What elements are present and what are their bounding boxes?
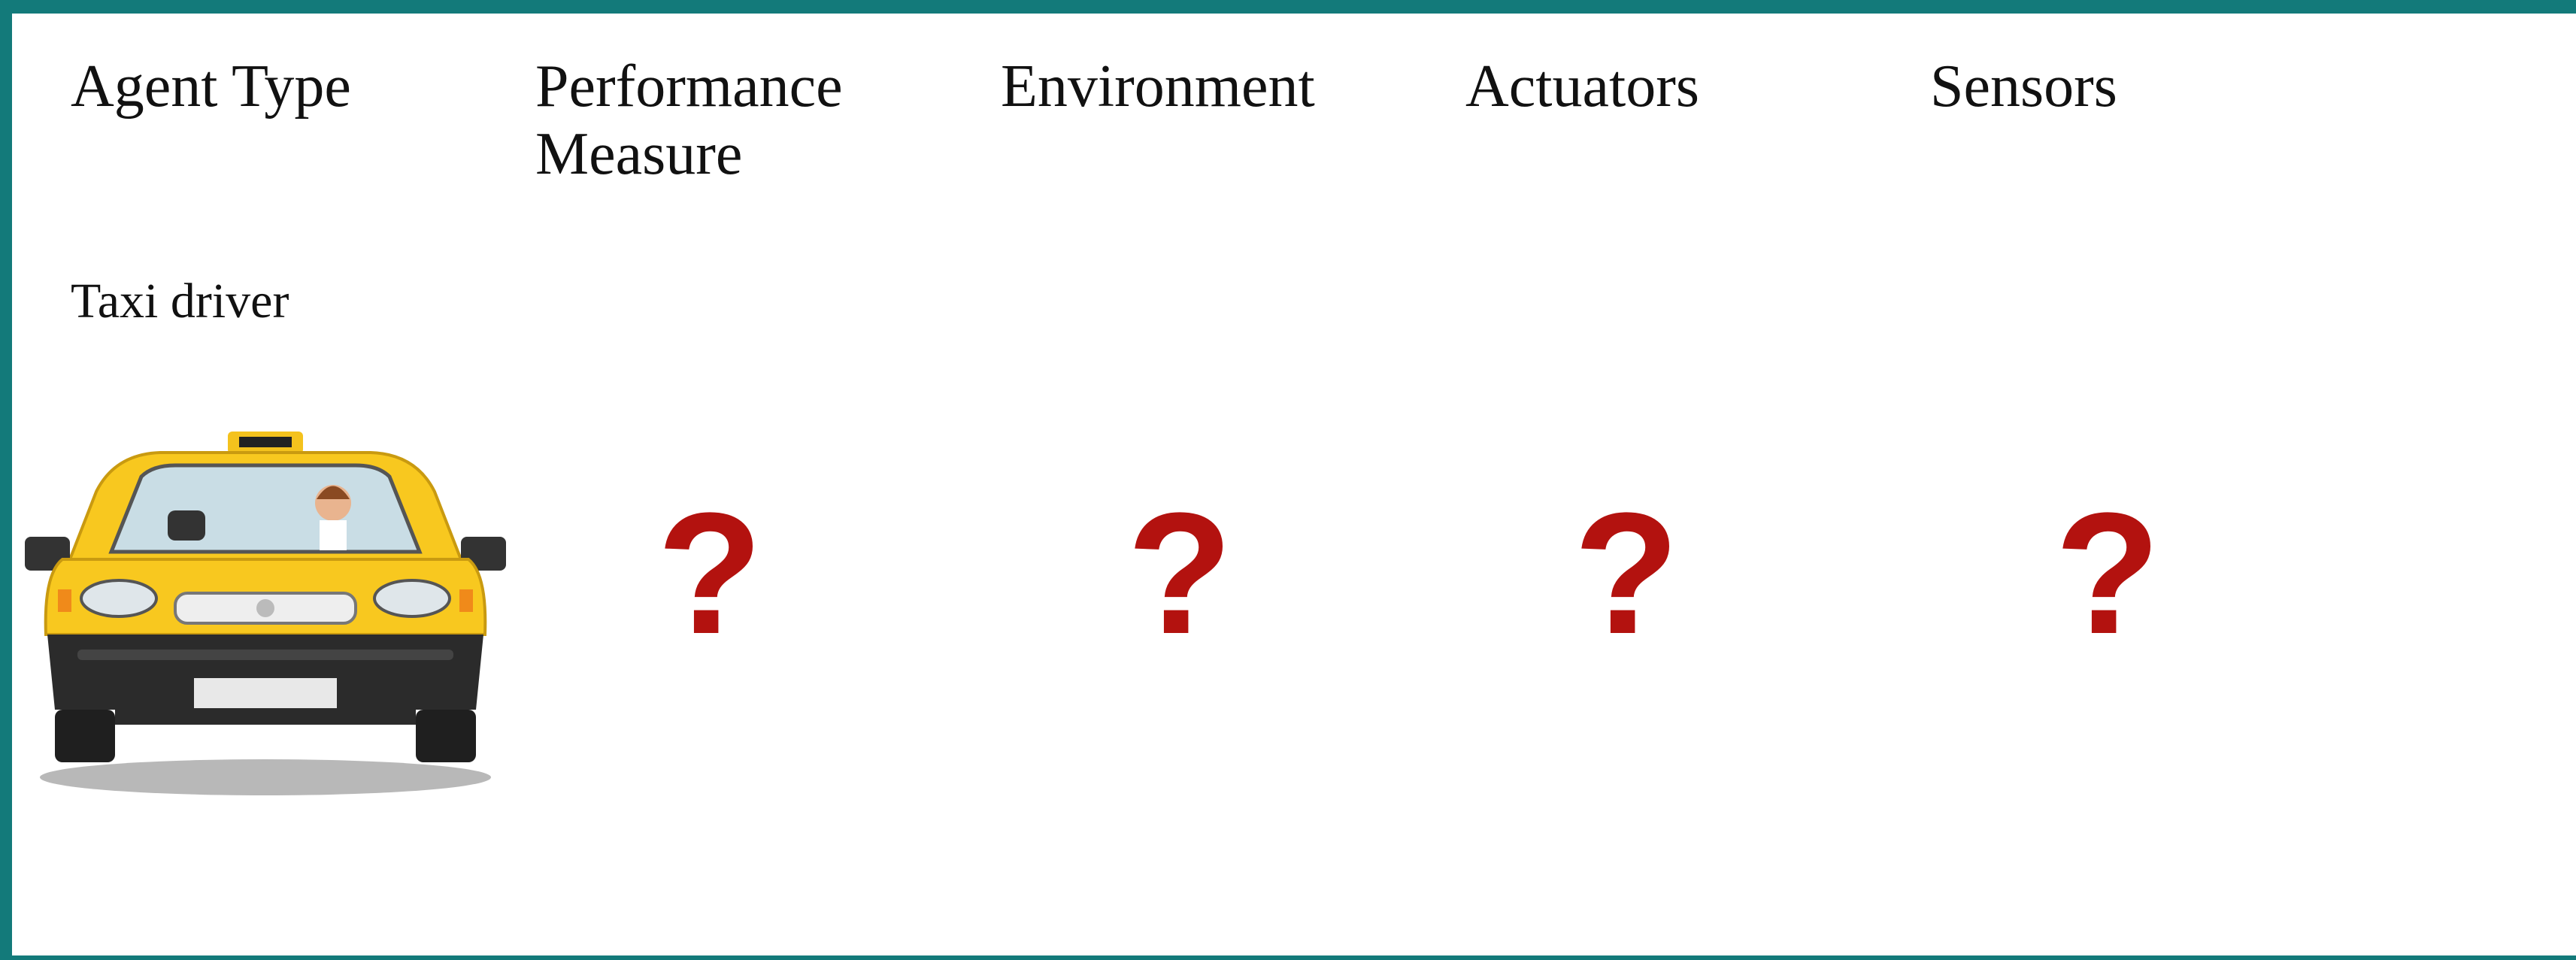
question-mark: ? (1126, 477, 1233, 670)
column-header: Performance Measure (535, 53, 843, 187)
question-mark: ? (1573, 477, 1680, 670)
column-header: Actuators (1465, 53, 1700, 120)
column-header: Environment (1001, 53, 1315, 120)
column-header: Sensors (1930, 53, 2117, 120)
question-mark: ? (656, 477, 763, 670)
taxi-image (25, 432, 506, 795)
column-header: Agent Type (71, 53, 351, 120)
question-mark: ? (2054, 477, 2161, 670)
row-label: Taxi driver (71, 274, 289, 329)
